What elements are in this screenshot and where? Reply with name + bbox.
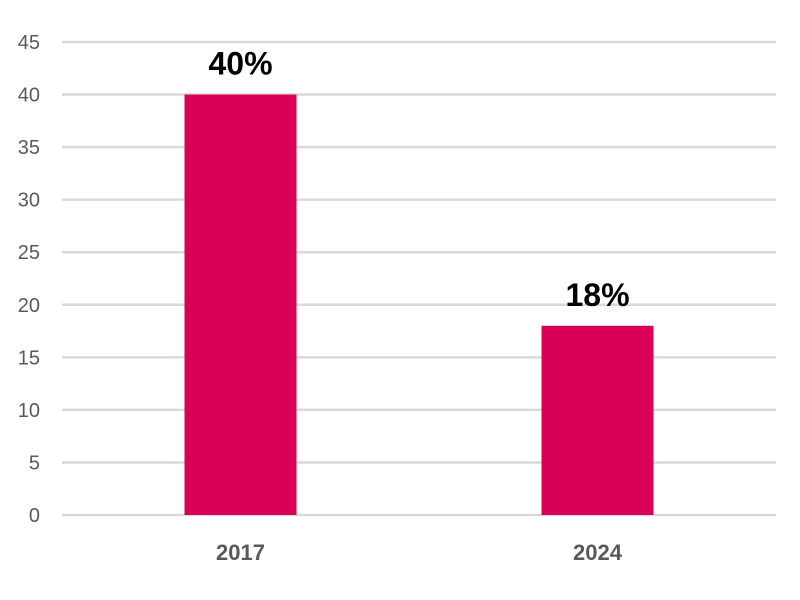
y-tick-label: 20	[18, 295, 40, 317]
bars	[184, 94, 654, 516]
bar-2017	[184, 94, 297, 516]
y-tick-label: 30	[18, 190, 40, 212]
x-axis-category-labels: 2017 2024	[216, 540, 623, 565]
y-tick-label: 15	[18, 347, 40, 369]
y-tick-label: 25	[18, 242, 40, 264]
y-axis-tick-labels: 0 5 10 15 20 25 30 35 40 45	[18, 32, 40, 527]
y-tick-label: 35	[18, 137, 40, 159]
bar-2024	[541, 325, 654, 515]
data-label-2024: 18%	[565, 277, 629, 313]
data-label-2017: 40%	[208, 46, 272, 82]
x-category-label-2024: 2024	[573, 540, 623, 565]
y-tick-label: 40	[18, 85, 40, 107]
data-labels: 40% 18%	[208, 46, 629, 313]
y-tick-label: 0	[29, 505, 40, 527]
y-tick-label: 10	[18, 400, 40, 422]
y-tick-label: 45	[18, 32, 40, 54]
y-tick-label: 5	[29, 452, 40, 474]
x-category-label-2017: 2017	[216, 540, 265, 565]
gridlines	[62, 40, 776, 517]
